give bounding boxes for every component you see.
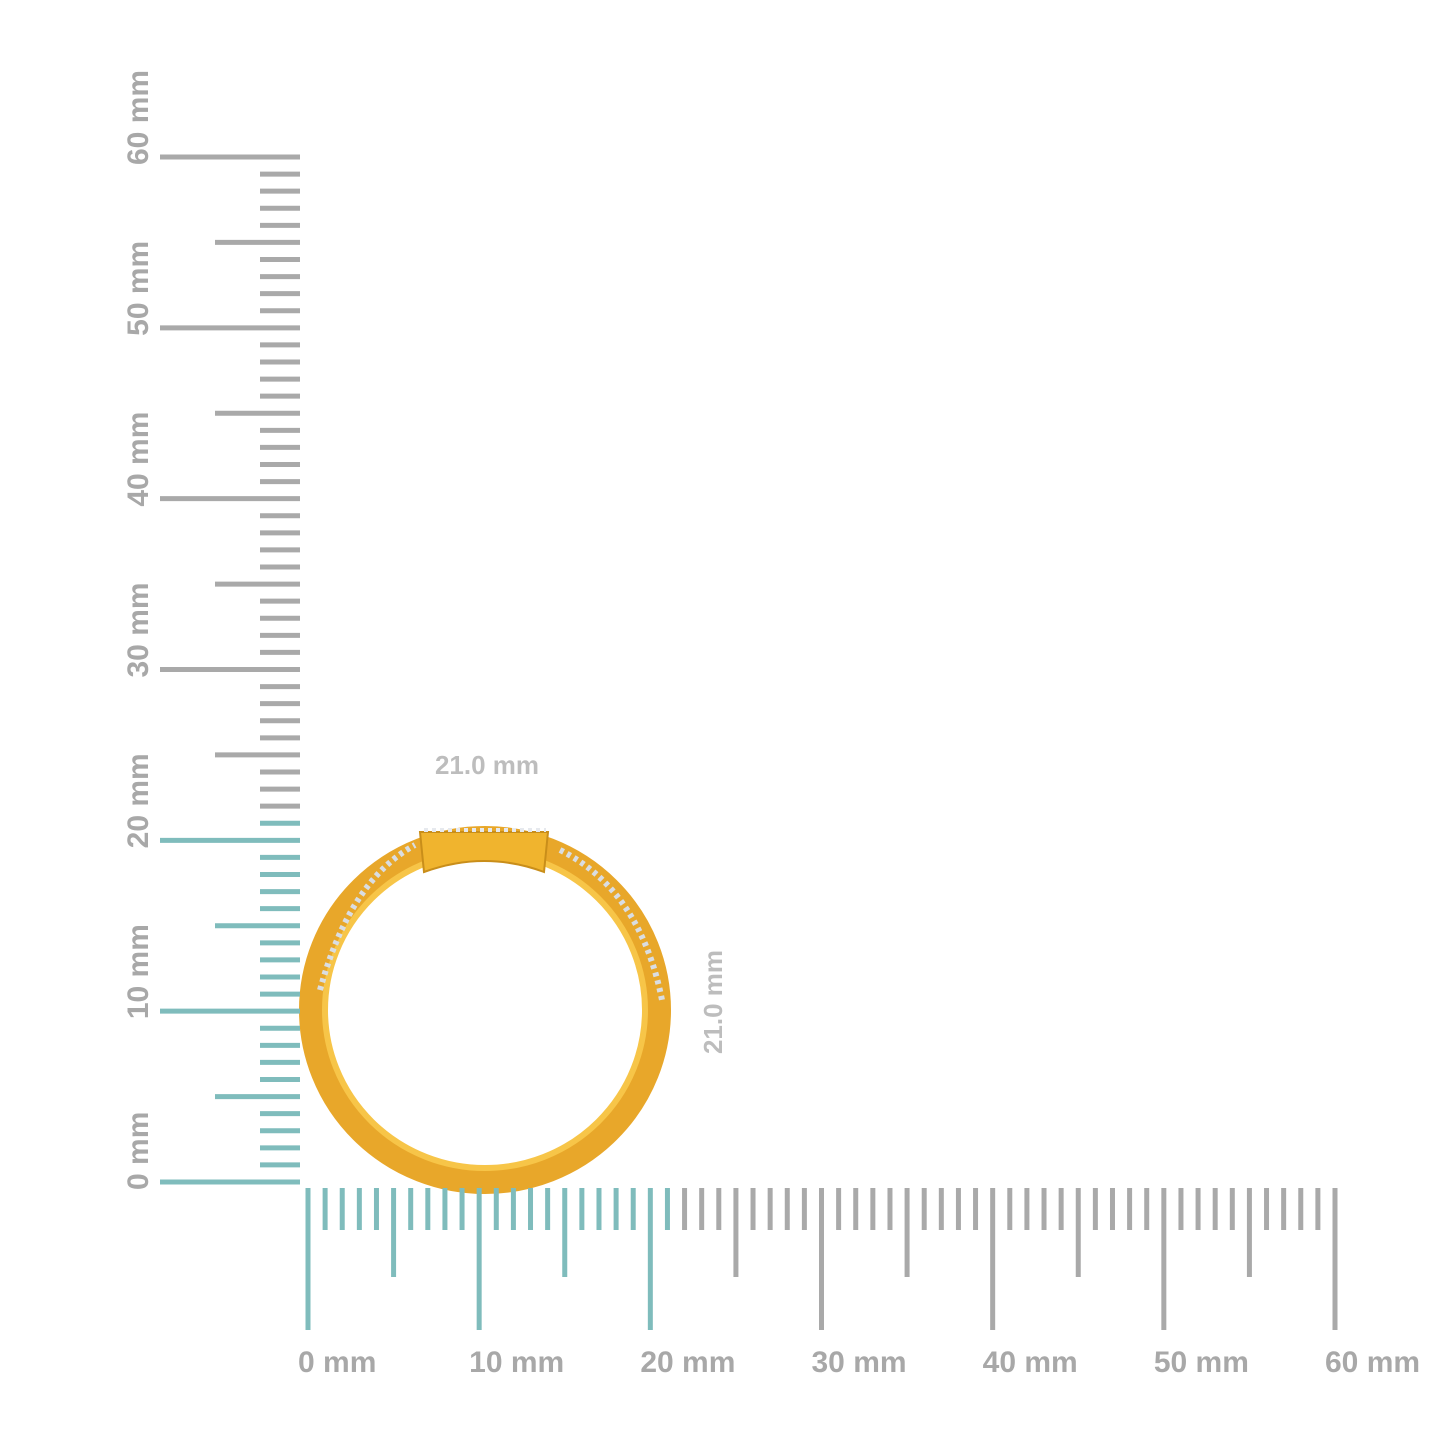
x-tick-label: 10 mm: [469, 1346, 564, 1379]
y-tick-label: 10 mm: [122, 924, 155, 1019]
ring-band: [299, 826, 671, 1194]
x-tick-label: 20 mm: [640, 1346, 735, 1379]
x-tick-label: 50 mm: [1154, 1346, 1249, 1379]
height-label: 21.0 mm: [698, 950, 728, 1054]
ring-bezel: [418, 831, 550, 874]
ring: [299, 826, 671, 1194]
y-tick-label: 30 mm: [122, 582, 155, 677]
stones-right: [558, 847, 665, 1001]
stones-left: [317, 842, 417, 991]
x-tick-label: 0 mm: [298, 1346, 376, 1379]
width-label: 21.0 mm: [435, 750, 539, 780]
y-tick-label: 40 mm: [122, 412, 155, 507]
x-tick-label: 30 mm: [812, 1346, 907, 1379]
y-tick-label: 20 mm: [122, 753, 155, 848]
x-tick-label: 60 mm: [1325, 1346, 1420, 1379]
x-tick-label: 40 mm: [983, 1346, 1078, 1379]
rulers: 0 mm 10 mm 20 mm 30 mm 40 mm 50 mm 60 mm 0 mm 10…: [122, 70, 1420, 1379]
y-tick-label: 60 mm: [122, 70, 155, 165]
y-tick-label: 50 mm: [122, 241, 155, 336]
y-tick-label: 0 mm: [122, 1112, 155, 1190]
ring-band-highlight: [322, 849, 648, 1171]
